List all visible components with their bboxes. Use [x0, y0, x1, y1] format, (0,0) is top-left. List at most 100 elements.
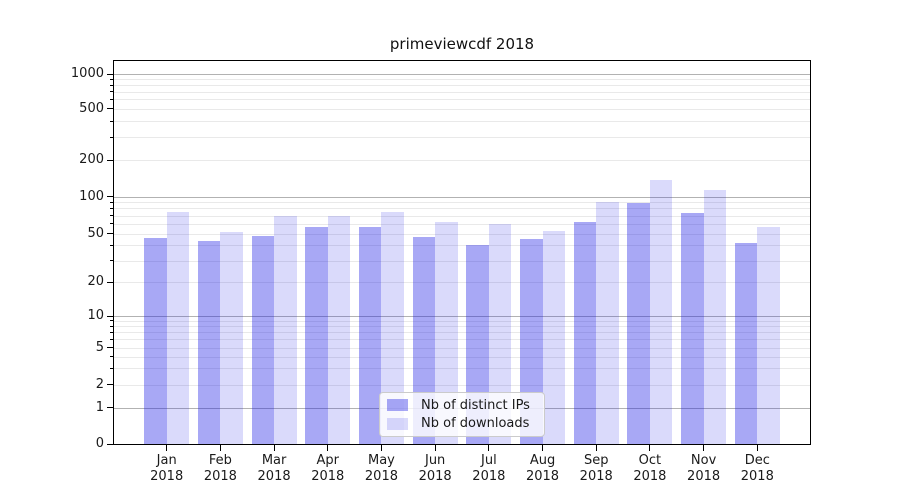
- y-minor-tick: [110, 233, 113, 234]
- gridline-minor: [114, 92, 810, 93]
- y-minor-tick: [110, 347, 113, 348]
- x-tick-year: 2018: [311, 469, 345, 484]
- legend-item-downloads: Nb of downloads: [387, 416, 536, 431]
- gridline-minor: [114, 326, 810, 327]
- gridline-minor: [114, 208, 810, 209]
- x-tick: [488, 445, 490, 451]
- x-tick-month: Sep: [583, 453, 609, 468]
- gridline-minor: [114, 109, 810, 110]
- x-tick-year: 2018: [203, 469, 237, 484]
- x-tick-month: Apr: [316, 453, 340, 468]
- x-tick: [649, 445, 651, 451]
- y-minor-tick: [110, 91, 113, 93]
- x-tick-year: 2018: [525, 469, 560, 484]
- x-tick-month: Jun: [424, 453, 446, 468]
- bar-downloads: [757, 226, 780, 444]
- gridline-minor: [114, 261, 810, 262]
- y-tick-label: 500: [79, 100, 104, 116]
- y-minor-tick: [110, 320, 113, 322]
- y-minor-tick: [110, 159, 113, 161]
- x-tick: [327, 445, 329, 451]
- y-tick-label: 1000: [70, 66, 104, 81]
- bar-distinct-ips: [305, 227, 328, 444]
- x-tick-year: 2018: [579, 469, 613, 484]
- chart-title: primeviewcdf 2018: [389, 35, 535, 53]
- y-minor-tick: [110, 384, 113, 385]
- y-tick-label: 100: [79, 188, 104, 204]
- y-tick: [107, 443, 113, 445]
- y-minor-tick: [110, 84, 113, 86]
- legend-swatch-distinct-ips: [387, 399, 408, 412]
- x-tick-year: 2018: [418, 469, 452, 484]
- y-tick: [107, 407, 113, 408]
- gridline-minor: [114, 99, 810, 100]
- x-tick-year: 2018: [633, 469, 667, 484]
- bar-distinct-ips: [573, 222, 597, 444]
- y-tick-label: 2: [95, 376, 104, 392]
- x-tick-label: Apr 2018: [311, 453, 344, 485]
- gridline-minor: [114, 224, 810, 225]
- legend-label-downloads: Nb of downloads: [421, 416, 530, 432]
- x-tick-label: Sep 2018: [580, 453, 613, 485]
- bar-distinct-ips: [358, 227, 382, 444]
- gridline-minor: [114, 216, 810, 217]
- gridline-minor: [114, 202, 810, 203]
- x-tick: [219, 445, 221, 451]
- y-tick-label: 10: [87, 308, 104, 323]
- x-tick-label: Jul 2018: [472, 453, 505, 485]
- x-tick-month: Dec: [744, 453, 770, 468]
- x-tick: [273, 445, 275, 451]
- x-tick-month: Nov: [690, 453, 717, 468]
- bar-downloads: [220, 232, 243, 444]
- y-minor-tick: [110, 136, 113, 138]
- x-tick: [166, 445, 168, 451]
- gridline-minor: [114, 385, 810, 386]
- bar-downloads: [596, 202, 619, 444]
- y-minor-tick: [110, 98, 113, 100]
- y-minor-tick: [110, 120, 113, 122]
- y-tick: [107, 196, 113, 197]
- y-tick-label: 0: [95, 436, 104, 451]
- x-tick-year: 2018: [364, 469, 398, 484]
- y-minor-tick: [110, 325, 113, 327]
- legend-swatch-downloads: [387, 417, 408, 430]
- gridline-major: [114, 74, 810, 75]
- x-tick-year: 2018: [472, 469, 506, 484]
- gridline-minor: [114, 160, 810, 161]
- x-tick: [703, 445, 705, 451]
- bar-downloads: [274, 215, 297, 444]
- gridline-major: [114, 197, 810, 198]
- x-tick-year: 2018: [257, 469, 291, 484]
- x-tick-month: Jan: [156, 453, 177, 468]
- x-tick-month: Mar: [261, 453, 287, 468]
- gridline-minor: [114, 282, 810, 283]
- y-tick-label: 200: [79, 152, 104, 167]
- y-minor-tick: [110, 215, 113, 217]
- gridline-minor: [114, 348, 810, 349]
- bar-downloads: [488, 223, 512, 444]
- bar-downloads: [381, 211, 404, 444]
- x-tick-month: Oct: [638, 453, 662, 468]
- bar-distinct-ips: [681, 213, 704, 444]
- legend: Nb of distinct IPs Nb of downloads: [379, 392, 545, 437]
- gridline-minor: [114, 357, 810, 358]
- x-tick-label: May 2018: [365, 453, 398, 485]
- x-tick-label: Oct 2018: [633, 453, 666, 485]
- x-tick-label: Dec 2018: [741, 453, 774, 485]
- gridline-minor: [114, 321, 810, 322]
- plot-area: [113, 60, 811, 445]
- x-tick-label: Jun 2018: [419, 453, 452, 485]
- x-tick-label: Nov 2018: [687, 453, 720, 485]
- bar-downloads: [542, 231, 566, 444]
- gridline-minor: [114, 79, 810, 80]
- y-minor-tick: [110, 108, 113, 109]
- y-tick-label: 50: [87, 225, 104, 241]
- x-tick: [595, 445, 597, 451]
- y-minor-tick: [110, 356, 113, 357]
- y-minor-tick: [110, 244, 113, 246]
- bar-downloads: [435, 222, 458, 444]
- bar-downloads: [649, 179, 673, 444]
- x-tick: [542, 445, 544, 451]
- y-tick-label: 1: [95, 399, 104, 415]
